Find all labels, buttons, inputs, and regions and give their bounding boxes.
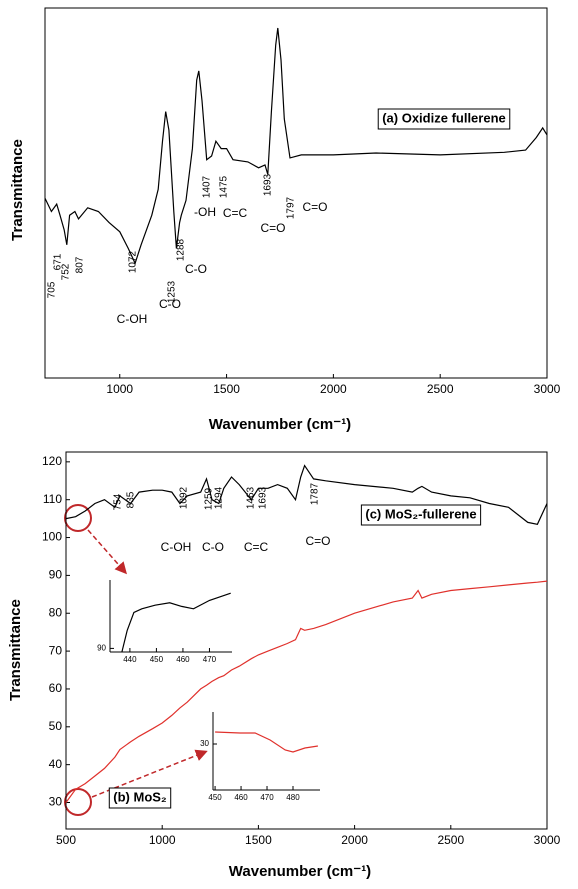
group-label: C-O xyxy=(202,540,224,554)
peak-label: 1463 xyxy=(246,486,257,509)
peak-label: 1259 xyxy=(204,487,215,510)
group-label: C-OH xyxy=(117,312,148,326)
legend-box xyxy=(377,108,511,130)
x-tick-label: 3000 xyxy=(534,382,561,396)
y-tick-label: 90 xyxy=(97,644,106,653)
x-tick-label: 2000 xyxy=(341,833,368,847)
peak-label: 1294 xyxy=(214,486,225,509)
x-tick-label: 1500 xyxy=(245,833,272,847)
peak-label: 1407 xyxy=(202,175,213,198)
peak-label: 1092 xyxy=(179,486,190,509)
peak-label: 1787 xyxy=(310,482,321,505)
x-tick-label: 440 xyxy=(123,655,137,664)
peak-label: 705 xyxy=(47,281,58,298)
x-tick-label: 470 xyxy=(260,793,274,802)
x-axis-title: Wavenumber (cm⁻¹) xyxy=(229,863,371,880)
data-line xyxy=(44,27,548,265)
peak-label: 807 xyxy=(75,256,86,273)
peak-label: 1693 xyxy=(263,173,274,196)
chart: 440 450 460 470 90 xyxy=(97,580,232,664)
group-label: C=O xyxy=(305,534,330,548)
x-tick-label: 500 xyxy=(56,833,76,847)
x-tick-label: 460 xyxy=(234,793,248,802)
x-tick-label: 450 xyxy=(150,655,164,664)
group-label: C-O xyxy=(185,262,207,276)
group-label: C-OH xyxy=(161,540,192,554)
x-tick-label: 460 xyxy=(176,655,190,664)
y-tick-label: 110 xyxy=(43,492,62,506)
plot-frame xyxy=(65,451,548,830)
peak-label: 671 xyxy=(53,253,64,270)
legend-label: (c) MoS₂-fullerene xyxy=(365,506,476,521)
chart: 450 460 470 480 30 xyxy=(200,712,320,802)
y-tick-label: 30 xyxy=(49,795,63,809)
group-label: C=O xyxy=(302,200,327,214)
highlight-circle xyxy=(64,788,92,816)
data-line xyxy=(65,464,548,525)
y-axis-title: Transmittance xyxy=(9,139,26,241)
x-axis-title: Wavenumber (cm⁻¹) xyxy=(209,416,351,433)
y-tick-label: 80 xyxy=(49,605,63,619)
y-tick-label: 100 xyxy=(42,530,62,544)
group-label: C=C xyxy=(223,206,248,220)
group-label: C=O xyxy=(260,221,285,235)
data-line xyxy=(215,731,318,753)
legend-box xyxy=(108,787,172,809)
y-tick-label: 60 xyxy=(49,681,63,695)
group-label: -OH xyxy=(194,205,216,219)
chart: 1000 1500 2000 2500 3000 Wavenumber (cm⁻¹) Tra… xyxy=(9,7,561,433)
x-tick-label: 1000 xyxy=(149,833,176,847)
group-label: C-O xyxy=(159,297,181,311)
y-tick-label: 40 xyxy=(49,757,63,771)
group-label: C=C xyxy=(244,540,269,554)
legend-label: (a) Oxidize fullerene xyxy=(382,110,506,125)
y-axis-title: Transmittance xyxy=(7,599,24,701)
peak-label: 752 xyxy=(61,263,72,280)
plot-frame xyxy=(44,7,548,379)
legend-label: (b) MoS₂ xyxy=(113,789,167,804)
y-tick-label: 70 xyxy=(49,643,63,657)
peak-label: 1797 xyxy=(286,196,297,219)
legend-box xyxy=(360,504,482,526)
peak-label: 835 xyxy=(126,491,137,508)
y-tick-label: 50 xyxy=(49,719,63,733)
peak-label: 754 xyxy=(113,493,124,510)
x-tick-label: 480 xyxy=(286,793,300,802)
peak-label: 1253 xyxy=(167,280,178,303)
highlight-circle xyxy=(64,504,92,532)
peak-label: 1475 xyxy=(219,175,230,198)
peak-label: 1288 xyxy=(176,238,187,261)
chart: 500 1000 1500 2000 2500 3000 30 40 50 60 70 80 90 100… xyxy=(7,451,561,880)
y-tick-label: 30 xyxy=(200,739,209,748)
x-tick-label: 2500 xyxy=(427,382,454,396)
peak-label: 1693 xyxy=(258,486,269,509)
peak-label: 1072 xyxy=(128,250,139,273)
x-tick-label: 2500 xyxy=(437,833,464,847)
data-line xyxy=(121,592,231,653)
x-tick-label: 3000 xyxy=(534,833,561,847)
x-tick-label: 1000 xyxy=(106,382,133,396)
y-tick-label: 90 xyxy=(49,568,63,582)
data-line xyxy=(65,580,548,803)
x-tick-label: 1500 xyxy=(213,382,240,396)
callout-arrow xyxy=(87,529,127,575)
y-tick-label: 120 xyxy=(42,454,62,468)
x-tick-label: 470 xyxy=(203,655,217,664)
x-tick-label: 2000 xyxy=(320,382,347,396)
x-tick-label: 450 xyxy=(208,793,222,802)
